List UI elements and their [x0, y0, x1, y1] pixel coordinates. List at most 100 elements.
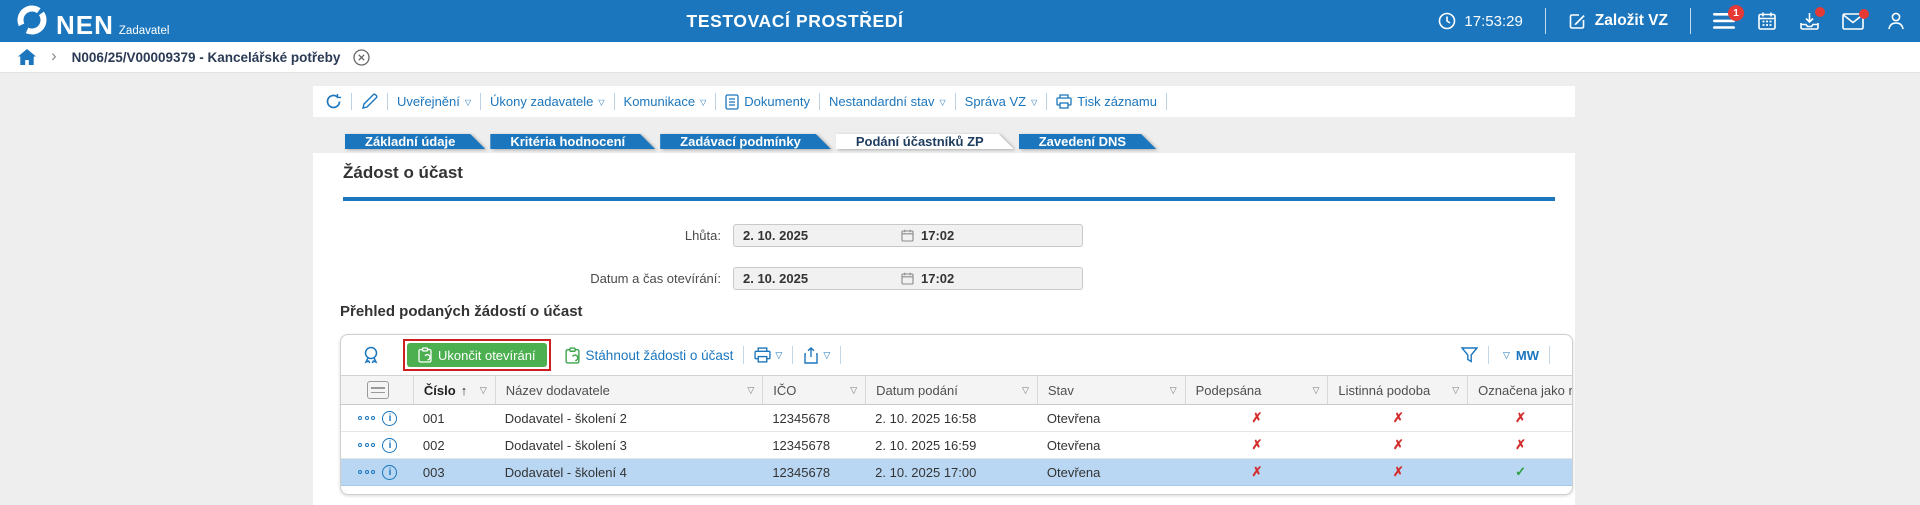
cross-mark-icon: ✗	[1392, 437, 1404, 452]
cell-stav: Otevřena	[1046, 410, 1101, 426]
form-row-lhuta: Lhůta: 2. 10. 2025 17:02	[313, 223, 1083, 247]
messages-button[interactable]	[1842, 8, 1869, 30]
requests-grid: Ukončit otevírání Stáhnout žádosti o úča…	[340, 334, 1573, 495]
filter-caret-icon[interactable]: ▽	[479, 384, 487, 395]
grid-heading: Přehled podaných žádostí o účast	[340, 303, 583, 320]
main-menu-button[interactable]: 1	[1713, 5, 1744, 30]
menu-komunikace[interactable]: Komunikace ▽	[623, 94, 707, 109]
sort-asc-icon: ↑	[460, 382, 468, 398]
filter-funnel-icon[interactable]	[1460, 347, 1478, 363]
row-menu-icon[interactable]	[358, 443, 376, 447]
column-header-listinna-podoba[interactable]: Listinná podoba ▽	[1327, 376, 1467, 404]
cell-cislo: 001	[422, 410, 445, 426]
table-row-selected[interactable]: i 003 Dodavatel - školení 4 12345678 2. …	[341, 459, 1572, 486]
menu-sprava-vz[interactable]: Správa VZ ▽	[964, 94, 1038, 109]
menu-uverejneni[interactable]: Uveřejnění ▽	[397, 94, 472, 109]
info-icon[interactable]: i	[382, 437, 398, 453]
column-header-ico[interactable]: IČO ▽	[762, 376, 865, 404]
cell-ico: 12345678	[772, 464, 831, 480]
cross-mark-icon: ✗	[1251, 410, 1263, 425]
user-profile-button[interactable]	[1886, 11, 1906, 31]
clipboard-download-icon	[564, 346, 580, 364]
home-icon[interactable]	[18, 49, 36, 65]
column-header-stav[interactable]: Stav ▽	[1036, 376, 1185, 404]
column-header-nazev[interactable]: Název dodavatele ▽	[494, 376, 763, 404]
form-row-otevirani: Datum a čas otevírání: 2. 10. 2025 17:02	[313, 266, 1083, 290]
check-mark-icon: ✓	[1515, 464, 1527, 479]
breadcrumb-title[interactable]: N006/25/V00009379 - Kancelářské potřeby	[71, 49, 341, 65]
grid-print-button[interactable]	[754, 347, 772, 363]
tab-zakladni-udaje[interactable]: Základní údaje	[345, 134, 485, 149]
time-value: 17:53:29	[1464, 12, 1523, 30]
filter-caret-icon[interactable]: ▽	[1021, 384, 1029, 395]
info-icon[interactable]: i	[382, 464, 398, 480]
stahnout-zadosti-link[interactable]: Stáhnout žádosti o účast	[564, 346, 733, 364]
tab-podani-ucastniku-zp[interactable]: Podání účastníků ZP	[836, 134, 1014, 149]
header-actions: 17:53:29 Založit VZ 1	[1438, 0, 1906, 42]
ukoncit-otevirani-button[interactable]: Ukončit otevírání	[407, 343, 547, 367]
cell-nazev: Dodavatel - školení 3	[504, 437, 627, 453]
filter-caret-icon[interactable]: ▽	[850, 384, 858, 395]
lhuta-label: Lhůta:	[684, 227, 721, 243]
chevron-down-icon[interactable]: ▽	[823, 349, 831, 360]
section-title: Žádost o účast	[343, 163, 463, 182]
chevron-down-icon: ▽	[1031, 98, 1038, 107]
clock-icon	[1438, 12, 1456, 30]
clipboard-check-icon	[418, 347, 432, 363]
column-header-cislo[interactable]: Číslo ↑ ▽	[412, 376, 495, 404]
calendar-button[interactable]	[1757, 11, 1777, 31]
cell-cislo: 003	[422, 464, 445, 480]
filter-caret-icon[interactable]: ▽	[1312, 384, 1320, 395]
info-icon[interactable]: i	[382, 410, 398, 426]
watchdog-icon[interactable]	[361, 345, 381, 365]
tab-zadavaci-podminky[interactable]: Zadávací podmínky	[660, 134, 831, 149]
downloads-tray-button[interactable]	[1799, 7, 1825, 31]
close-record-icon[interactable]	[353, 48, 370, 66]
menu-dokumenty[interactable]: Dokumenty	[725, 93, 810, 110]
filter-caret-icon[interactable]: ▽	[1169, 384, 1177, 395]
zalozit-vz-label: Založit VZ	[1594, 12, 1668, 29]
cross-mark-icon: ✗	[1251, 464, 1263, 479]
filter-caret-icon[interactable]: ▽	[1452, 384, 1460, 395]
breadcrumb: › N006/25/V00009379 - Kancelářské potřeb…	[0, 42, 1920, 73]
tab-zavedeni-dns[interactable]: Zavedení DNS	[1019, 134, 1156, 149]
grid-export-button[interactable]	[803, 346, 819, 364]
row-menu-icon[interactable]	[358, 470, 376, 474]
row-menu-icon[interactable]	[358, 416, 376, 420]
chevron-down-icon[interactable]: ▽	[775, 349, 783, 360]
calendar-small-icon[interactable]	[901, 272, 914, 285]
otevirani-label: Datum a čas otevírání:	[590, 270, 721, 286]
refresh-icon[interactable]	[325, 93, 342, 110]
calendar-small-icon[interactable]	[901, 229, 914, 242]
cell-cislo: 002	[422, 437, 445, 453]
cell-ico: 12345678	[772, 437, 831, 453]
document-icon	[725, 93, 739, 110]
edit-pencil-icon[interactable]	[361, 93, 378, 110]
menu-tisk-zaznamu[interactable]: Tisk záznamu	[1056, 94, 1157, 109]
filter-caret-icon[interactable]: ▽	[747, 384, 755, 395]
record-toolbar: Uveřejnění ▽ Úkony zadavatele ▽ Komunikace…	[313, 86, 1575, 117]
cell-datum: 2. 10. 2025 17:00	[875, 464, 977, 480]
header-divider	[1690, 8, 1691, 34]
column-settings-icon[interactable]	[366, 381, 389, 399]
grid-header-row: Číslo ↑ ▽ Název dodavatele ▽ IČO ▽ Datum p…	[341, 375, 1572, 405]
zalozit-vz-button[interactable]: Založit VZ	[1568, 12, 1668, 31]
table-row[interactable]: i 002 Dodavatel - školení 3 12345678 2. …	[341, 432, 1572, 459]
menu-nestandardni-stav[interactable]: Nestandardní stav ▽	[828, 94, 946, 109]
column-header-datum-podani[interactable]: Datum podání ▽	[865, 376, 1037, 404]
nen-brand[interactable]: NEN Zadavatel	[16, 4, 169, 38]
column-header-oznacena[interactable]: Označena jako ne	[1467, 376, 1572, 404]
column-header-podepsana[interactable]: Podepsána ▽	[1184, 376, 1328, 404]
tab-kriteria-hodnoceni[interactable]: Kritéria hodnocení	[490, 134, 655, 149]
lhuta-date-value: 2. 10. 2025	[743, 227, 809, 243]
chevron-down-icon: ▽	[939, 98, 946, 107]
menu-ukony-zadavatele[interactable]: Úkony zadavatele ▽	[490, 94, 605, 109]
otevirani-datetime-field[interactable]: 2. 10. 2025 17:02	[733, 266, 1083, 290]
table-row[interactable]: i 001 Dodavatel - školení 2 12345678 2. …	[341, 405, 1572, 432]
otevirani-date-value: 2. 10. 2025	[743, 270, 809, 286]
environment-title: TESTOVACÍ PROSTŘEDÍ	[686, 10, 904, 31]
lhuta-datetime-field[interactable]: 2. 10. 2025 17:02	[733, 223, 1083, 247]
chevron-down-icon[interactable]: ▽	[1502, 349, 1510, 360]
menu-notification-badge: 1	[1728, 5, 1744, 21]
mw-view-button[interactable]: MW	[1515, 347, 1539, 363]
